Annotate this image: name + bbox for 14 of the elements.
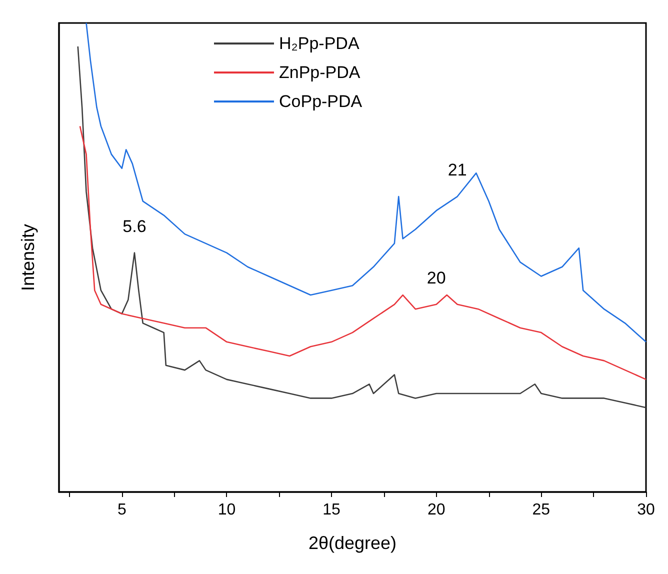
x-tick-label: 20 xyxy=(427,502,446,518)
y-axis-title: Intensity xyxy=(18,224,38,292)
legend-label: H₂Pp-PDA xyxy=(279,34,360,53)
x-tick-label: 25 xyxy=(532,502,550,518)
x-tick-label: 15 xyxy=(322,502,341,518)
annotation: 21 xyxy=(448,160,467,180)
legend-label: CoPp-PDA xyxy=(279,92,363,111)
legend-label: ZnPp-PDA xyxy=(279,63,361,82)
annotation: 5.6 xyxy=(122,216,146,236)
annotation: 20 xyxy=(426,268,446,288)
x-tick-label: 10 xyxy=(218,502,236,518)
x-tick-label: 30 xyxy=(637,502,655,518)
x-tick-label: 5 xyxy=(117,502,126,518)
x-axis-title: 2θ(degree) xyxy=(308,533,397,553)
